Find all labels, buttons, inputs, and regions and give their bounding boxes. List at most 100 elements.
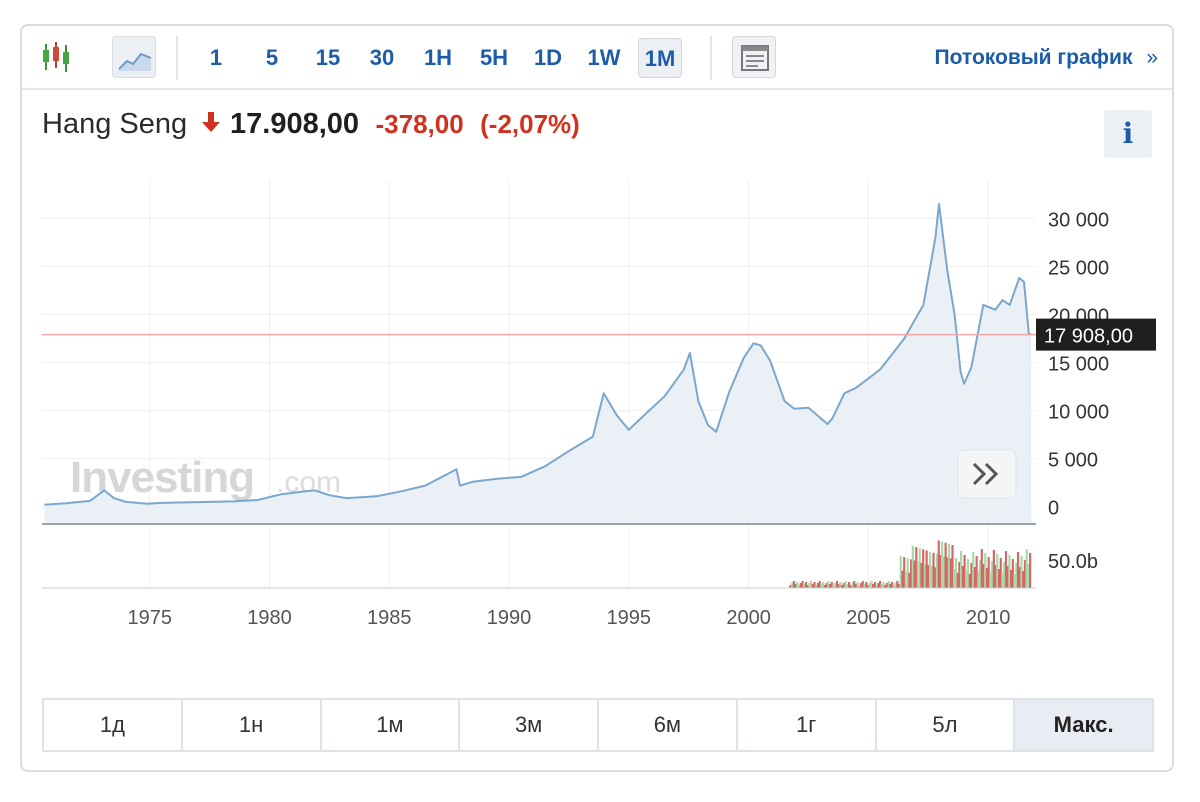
volume-bar (827, 581, 830, 588)
volume-bar (899, 555, 902, 588)
volume-bar (889, 584, 892, 588)
toolbar-divider (176, 36, 178, 80)
volume-bar (947, 543, 951, 588)
volume-bar (891, 582, 894, 588)
last-price-tag-text: 17 908,00 (1044, 326, 1133, 348)
chart-widget: 1 5 15 30 1H 5H 1D 1W 1M Потоковый график » Hang… (20, 24, 1174, 772)
range-button-4[interactable]: 6м (599, 700, 738, 750)
volume-bar (916, 561, 920, 588)
volume-bar (968, 574, 971, 588)
interval-5h[interactable]: 5H (479, 45, 509, 70)
volume-bar (1011, 559, 1014, 588)
volume-bar (949, 558, 952, 588)
x-tick-label: 1980 (247, 607, 292, 629)
range-button-3[interactable]: 3м (460, 700, 599, 750)
x-tick-label: 2000 (726, 607, 771, 629)
range-button-5[interactable]: 1г (738, 700, 877, 750)
volume-bar (801, 581, 804, 588)
last-price-tag (1036, 318, 1156, 351)
volume-bar (854, 584, 858, 588)
chevron-right-icon: » (1146, 46, 1158, 69)
volume-bar (825, 583, 828, 588)
volume-bar (1010, 570, 1013, 588)
volume-bar (1016, 552, 1020, 588)
volume-bar (970, 563, 973, 588)
arrow-down-icon (201, 111, 220, 138)
volume-bar (887, 581, 890, 588)
volume-bar (1003, 562, 1006, 588)
last-price: 17.908,00 (230, 108, 360, 140)
volume-bar (937, 540, 940, 588)
info-button[interactable]: i (1104, 110, 1152, 158)
volume-bar (815, 585, 818, 588)
interval-5[interactable]: 5 (265, 45, 279, 70)
volume-bar (1027, 564, 1030, 588)
volume-bar (942, 556, 945, 588)
volume-bar (934, 567, 937, 588)
volume-bar (954, 558, 958, 588)
volume-bar (865, 582, 868, 588)
volume-bar (961, 566, 964, 588)
volume-bar (792, 581, 795, 588)
volume-bar (975, 556, 978, 588)
volume-bar (1020, 556, 1023, 588)
volume-bar (897, 584, 901, 588)
time-range-selector: 1д 1н 1м 3м 6м 1г 5л Макс. (42, 698, 1154, 752)
volume-bar (1015, 563, 1018, 588)
volume-bar (799, 583, 802, 588)
volume-bar (901, 570, 904, 588)
volume-bar (870, 581, 873, 588)
range-button-6[interactable]: 5л (877, 700, 1016, 750)
interval-1m[interactable]: 1M (638, 38, 682, 78)
volume-bar (842, 583, 845, 588)
volume-bar (835, 581, 839, 588)
volume-bar (958, 562, 961, 588)
volume-bar (856, 582, 859, 588)
volume-bar (791, 583, 794, 588)
range-button-7[interactable]: Макс. (1015, 700, 1152, 750)
y-tick-label: 0 (1048, 498, 1059, 520)
price-series-line (44, 203, 1032, 506)
volume-bar (822, 582, 825, 588)
volume-bar (816, 583, 820, 588)
volume-bar (846, 584, 849, 588)
volume-bar (991, 561, 994, 588)
volume-bar (977, 571, 980, 588)
volume-bar (794, 584, 797, 588)
volume-bar (834, 583, 837, 588)
chart-toolbar: 1 5 15 30 1H 5H 1D 1W 1M Потоковый график » (22, 26, 1172, 90)
candlestick-icon[interactable] (38, 36, 82, 78)
range-button-2[interactable]: 1м (322, 700, 461, 750)
volume-bar (922, 549, 925, 588)
x-tick-label: 1990 (487, 607, 532, 629)
volume-bar (884, 585, 887, 588)
volume-bar (904, 571, 908, 588)
interval-1d[interactable]: 1D (533, 45, 563, 70)
volume-bar (911, 545, 914, 588)
volume-bar (972, 552, 975, 588)
y-tick-label: 25 000 (1048, 257, 1109, 279)
x-tick-label: 1995 (607, 607, 652, 629)
volume-bar (939, 555, 942, 588)
interval-30[interactable]: 30 (369, 45, 395, 70)
volume-bar (925, 550, 928, 588)
range-button-1[interactable]: 1н (183, 700, 322, 750)
interval-15[interactable]: 15 (315, 45, 341, 70)
volume-bar (928, 551, 932, 588)
x-tick-label: 1975 (128, 607, 173, 629)
table-layout-icon[interactable] (732, 36, 776, 78)
interval-1[interactable]: 1 (209, 45, 223, 70)
volume-bar (980, 549, 983, 588)
range-button-0[interactable]: 1д (44, 700, 183, 750)
volume-bar (837, 584, 840, 588)
volume-bar (1013, 574, 1016, 588)
interval-1h[interactable]: 1H (423, 45, 453, 70)
area-chart-icon[interactable] (112, 36, 156, 78)
streaming-chart-link[interactable]: Потоковый график » (935, 38, 1158, 78)
expand-chart-button[interactable] (957, 449, 1017, 499)
interval-1w[interactable]: 1W (587, 45, 621, 70)
volume-bar (908, 572, 911, 588)
volume-bar (1029, 553, 1032, 588)
volume-bar (849, 585, 852, 588)
